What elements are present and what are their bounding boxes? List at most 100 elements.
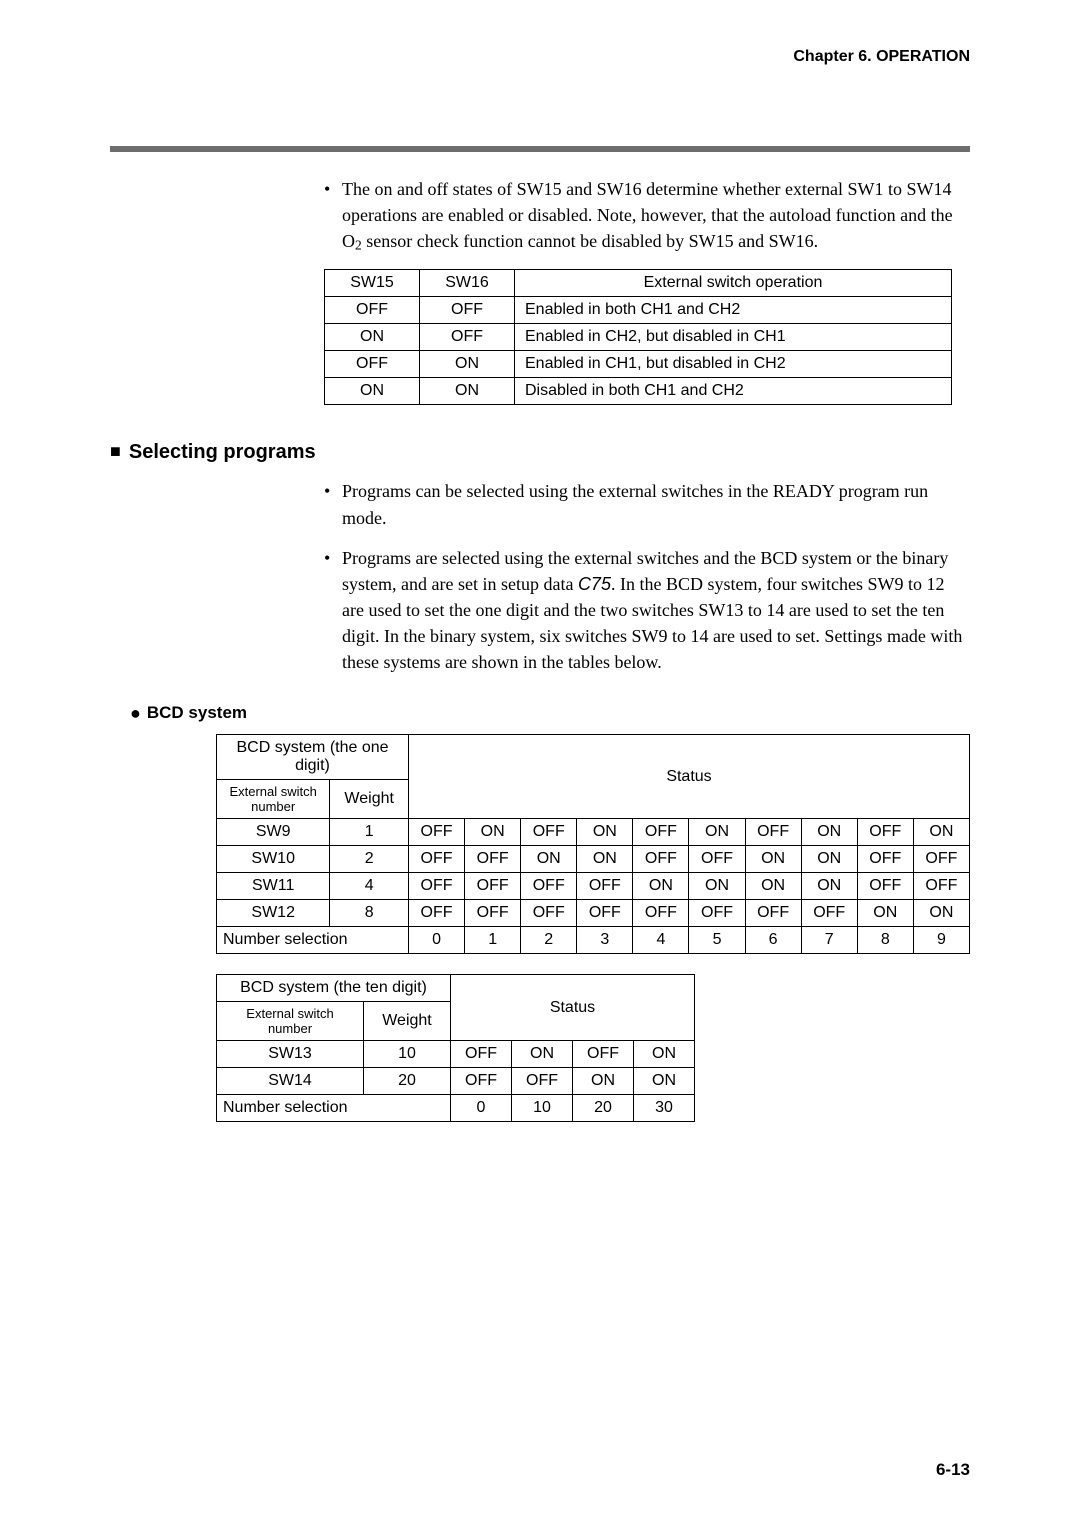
cell: Enabled in CH1, but disabled in CH2 — [515, 351, 952, 378]
table-header-row: BCD system (the ten digit) Status — [217, 975, 695, 1002]
cell: OFF — [409, 900, 465, 927]
cell: ON — [325, 378, 420, 405]
cell: 4 — [330, 873, 409, 900]
intro-text-post: sensor check function cannot be disabled… — [362, 231, 818, 251]
bullet-dot-icon: • — [324, 176, 342, 202]
table-header-row: SW15 SW16 External switch operation — [325, 270, 952, 297]
cell: OFF — [409, 873, 465, 900]
cell: OFF — [577, 873, 633, 900]
cell: 6 — [745, 927, 801, 954]
cell: ON — [801, 873, 857, 900]
cell: ON — [577, 846, 633, 873]
cell: OFF — [409, 819, 465, 846]
table-row: ON ON Disabled in both CH1 and CH2 — [325, 378, 952, 405]
cell: OFF — [745, 819, 801, 846]
th-extswnum: External switch number — [217, 780, 330, 819]
cell: ON — [465, 819, 521, 846]
cell: ON — [689, 873, 745, 900]
th-bcd-one: BCD system (the one digit) — [217, 735, 409, 780]
cell: ON — [745, 846, 801, 873]
cell: ON — [633, 873, 689, 900]
cell: ON — [577, 819, 633, 846]
cell: OFF — [857, 846, 913, 873]
th-extswnum: External switch number — [217, 1002, 364, 1041]
cell: SW11 — [217, 873, 330, 900]
bcd-tables: BCD system (the one digit) Status Extern… — [216, 734, 970, 1122]
bullet-dot-icon: • — [324, 478, 342, 504]
table-header-row: BCD system (the one digit) Status — [217, 735, 970, 780]
cell: 2 — [521, 927, 577, 954]
cell: ON — [745, 873, 801, 900]
bullet-dot-icon: • — [324, 545, 342, 571]
cell: ON — [512, 1041, 573, 1068]
table-row: OFF OFF Enabled in both CH1 and CH2 — [325, 297, 952, 324]
cell: OFF — [913, 846, 969, 873]
cell: OFF — [689, 846, 745, 873]
cell: OFF — [521, 900, 577, 927]
section-bullet-2: •Programs are selected using the externa… — [324, 545, 970, 675]
cell: ON — [420, 351, 515, 378]
cell: Enabled in CH2, but disabled in CH1 — [515, 324, 952, 351]
cell: 30 — [634, 1095, 695, 1122]
cell: SW10 — [217, 846, 330, 873]
table-row: SW12 8 OFF OFF OFF OFF OFF OFF OFF OFF O… — [217, 900, 970, 927]
cell: ON — [634, 1068, 695, 1095]
table-row: SW13 10 OFF ON OFF ON — [217, 1041, 695, 1068]
cell: Enabled in both CH1 and CH2 — [515, 297, 952, 324]
cell: 8 — [330, 900, 409, 927]
cell: 0 — [409, 927, 465, 954]
table-row: SW10 2 OFF OFF ON ON OFF OFF ON ON OFF O… — [217, 846, 970, 873]
cell: 4 — [633, 927, 689, 954]
cell: OFF — [451, 1041, 512, 1068]
cell: OFF — [521, 873, 577, 900]
table-row: OFF ON Enabled in CH1, but disabled in C… — [325, 351, 952, 378]
cell: ON — [913, 819, 969, 846]
circle-bullet-icon: ● — [130, 703, 141, 723]
cell: ON — [913, 900, 969, 927]
bcd-one-digit-table: BCD system (the one digit) Status Extern… — [216, 734, 970, 954]
th-weight: Weight — [364, 1002, 451, 1041]
th-weight: Weight — [330, 780, 409, 819]
numsel-label: Number selection — [217, 927, 409, 954]
cell: OFF — [465, 873, 521, 900]
cell: ON — [689, 819, 745, 846]
cell: OFF — [913, 873, 969, 900]
numsel-label: Number selection — [217, 1095, 451, 1122]
table-row: ON OFF Enabled in CH2, but disabled in C… — [325, 324, 952, 351]
page-number: 6-13 — [936, 1460, 970, 1480]
cell: SW9 — [217, 819, 330, 846]
cell: OFF — [420, 297, 515, 324]
cell: OFF — [633, 846, 689, 873]
cell: Disabled in both CH1 and CH2 — [515, 378, 952, 405]
intro-block: •The on and off states of SW15 and SW16 … — [324, 176, 970, 255]
cell: ON — [634, 1041, 695, 1068]
th-sw16: SW16 — [420, 270, 515, 297]
cell: OFF — [857, 819, 913, 846]
cell: 10 — [512, 1095, 573, 1122]
th-status: Status — [409, 735, 970, 819]
cell: 0 — [451, 1095, 512, 1122]
cell: OFF — [465, 900, 521, 927]
th-bcd-ten: BCD system (the ten digit) — [217, 975, 451, 1002]
th-ext-op: External switch operation — [515, 270, 952, 297]
cell: ON — [420, 378, 515, 405]
cell: 5 — [689, 927, 745, 954]
section-p1: Programs can be selected using the exter… — [342, 481, 928, 527]
cell: ON — [573, 1068, 634, 1095]
cell: OFF — [521, 819, 577, 846]
cell: 8 — [857, 927, 913, 954]
cell: SW12 — [217, 900, 330, 927]
table-row-numsel: Number selection 0 1 2 3 4 5 6 7 8 9 — [217, 927, 970, 954]
section-body: •Programs can be selected using the exte… — [324, 478, 970, 675]
cell: OFF — [512, 1068, 573, 1095]
table-row: SW11 4 OFF OFF OFF OFF ON ON ON ON OFF O… — [217, 873, 970, 900]
cell: OFF — [409, 846, 465, 873]
cell: OFF — [633, 819, 689, 846]
section-title: Selecting programs — [129, 441, 316, 463]
bcd-ten-digit-table: BCD system (the ten digit) Status Extern… — [216, 974, 695, 1122]
table-row: SW9 1 OFF ON OFF ON OFF ON OFF ON OFF ON — [217, 819, 970, 846]
cell: OFF — [689, 900, 745, 927]
sw15-sw16-table: SW15 SW16 External switch operation OFF … — [324, 269, 952, 405]
cell: 1 — [330, 819, 409, 846]
cell: 9 — [913, 927, 969, 954]
